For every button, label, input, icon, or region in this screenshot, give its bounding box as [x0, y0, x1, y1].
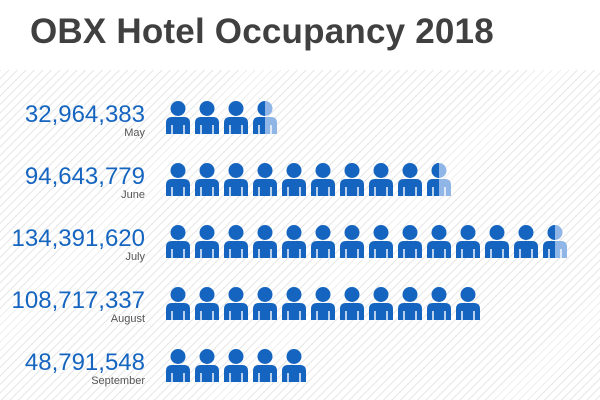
person-icon [427, 225, 451, 258]
person-icon [253, 163, 277, 196]
person-icon [195, 163, 219, 196]
person-icon [224, 101, 248, 134]
person-icon [195, 287, 219, 320]
person-icon [369, 225, 393, 258]
person-icon [398, 225, 422, 258]
category-label: July [125, 251, 145, 263]
person-icon [398, 287, 422, 320]
person-icon [340, 287, 364, 320]
person-icon [195, 225, 219, 258]
person-icon [282, 349, 306, 382]
person-icon [311, 225, 335, 258]
person-icon [166, 163, 190, 196]
person-icon [427, 287, 451, 320]
person-icon [224, 163, 248, 196]
person-icon [166, 287, 190, 320]
person-icon [456, 225, 480, 258]
category-label: June [121, 189, 145, 201]
person-icon [485, 225, 509, 258]
person-icon [311, 287, 335, 320]
person-icon [253, 225, 277, 258]
category-label: May [124, 127, 145, 139]
person-icon [340, 225, 364, 258]
person-icon [282, 287, 306, 320]
partial-person-icon [427, 163, 451, 196]
value-label: 134,391,620 [12, 225, 145, 252]
category-label: August [111, 313, 145, 325]
category-label: September [91, 375, 145, 387]
person-icon [369, 287, 393, 320]
person-icon [224, 287, 248, 320]
person-icon [166, 349, 190, 382]
person-icon [398, 163, 422, 196]
value-label: 48,791,548 [25, 349, 145, 376]
person-icon [282, 163, 306, 196]
partial-person-icon [543, 225, 567, 258]
value-label: 32,964,383 [25, 101, 145, 128]
person-icon [282, 225, 306, 258]
partial-person-icon [253, 101, 277, 134]
person-icon [224, 225, 248, 258]
value-label: 108,717,337 [12, 287, 145, 314]
person-icon [224, 349, 248, 382]
person-icon [253, 349, 277, 382]
person-icon [514, 225, 538, 258]
person-icon [311, 163, 335, 196]
person-icon [195, 101, 219, 134]
chart-title: OBX Hotel Occupancy 2018 [30, 12, 494, 51]
person-icon [253, 287, 277, 320]
person-icon [166, 225, 190, 258]
person-icon [195, 349, 219, 382]
person-icon [340, 163, 364, 196]
value-label: 94,643,779 [25, 163, 145, 190]
person-icon [166, 101, 190, 134]
person-icon [456, 287, 480, 320]
person-icon [369, 163, 393, 196]
